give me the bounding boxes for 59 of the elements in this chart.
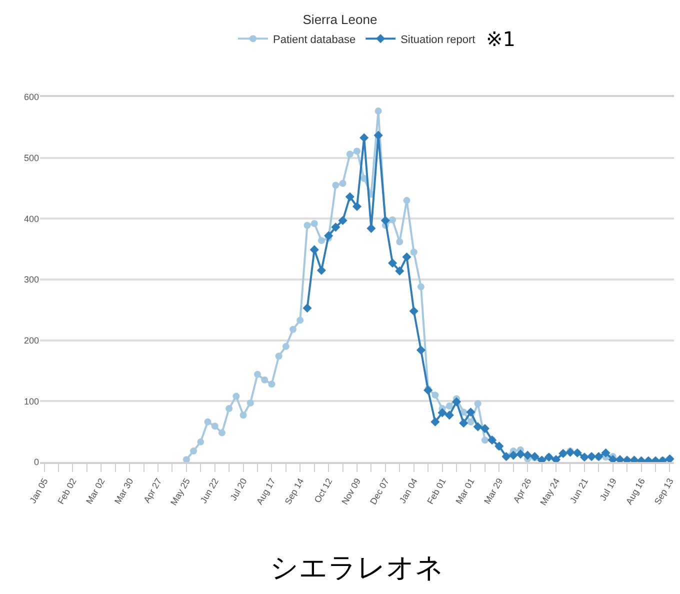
point <box>345 192 354 202</box>
y-tick-label: 300 <box>24 274 39 285</box>
x-tick-label: Sep 13 <box>652 476 676 506</box>
text: シエラレオネ <box>270 551 444 584</box>
point <box>409 306 418 316</box>
point <box>352 202 362 212</box>
x-tick-label: Jan 05 <box>28 476 50 505</box>
point <box>374 130 383 140</box>
y-tick-label: 0 <box>34 457 39 468</box>
x-tick-label: Dec 07 <box>368 476 392 506</box>
point <box>324 231 334 240</box>
x-tick-label: Mar 02 <box>84 476 107 506</box>
point <box>388 258 398 268</box>
x-tick-label: Jul 20 <box>228 476 249 502</box>
y-tick-label: 200 <box>24 335 39 346</box>
point <box>331 222 340 232</box>
point <box>416 346 426 355</box>
y-tick-label: 500 <box>24 152 39 163</box>
x-tick-label: Feb 01 <box>425 476 448 506</box>
chart-title: Sierra Leone <box>302 12 378 27</box>
point <box>360 133 369 142</box>
legend-label: Situation report <box>400 34 476 46</box>
point <box>395 266 404 276</box>
x-tick-label: Sep 14 <box>282 476 306 506</box>
y-tick-label: 400 <box>24 214 39 224</box>
point <box>430 417 440 426</box>
point <box>516 450 526 459</box>
point <box>316 266 326 275</box>
point <box>601 448 610 458</box>
x-tick-label: Mar 29 <box>482 476 505 506</box>
x-tick-label: Jun 21 <box>568 476 590 505</box>
point <box>480 424 490 434</box>
point <box>438 408 447 418</box>
point <box>530 452 540 462</box>
x-tick-label: Apr 26 <box>511 476 534 505</box>
point <box>459 418 468 428</box>
point <box>380 216 390 226</box>
x-tick-label: Oct 12 <box>312 476 334 505</box>
x-tick-label: Jan 04 <box>397 476 420 505</box>
point <box>302 304 312 313</box>
x-tick-label: Mar 30 <box>112 476 136 506</box>
x-tick-label: Feb 02 <box>56 476 78 506</box>
x-tick-label: Jul 19 <box>598 476 618 502</box>
point <box>523 450 532 460</box>
point <box>473 422 482 432</box>
x-tick-label: Jun 22 <box>198 476 220 505</box>
x-tick-label: Apr 27 <box>142 476 164 505</box>
y-tick-label: 100 <box>24 396 39 406</box>
y-tick-label: 600 <box>24 92 39 102</box>
point <box>424 386 433 395</box>
text: ※1 <box>486 27 516 51</box>
point <box>444 410 454 420</box>
point <box>338 216 348 226</box>
point <box>466 408 476 417</box>
point <box>402 252 412 262</box>
point <box>452 397 462 406</box>
legend-label: Patient database <box>273 34 356 46</box>
point <box>508 450 518 460</box>
x-tick-label: Mar 01 <box>454 476 476 506</box>
